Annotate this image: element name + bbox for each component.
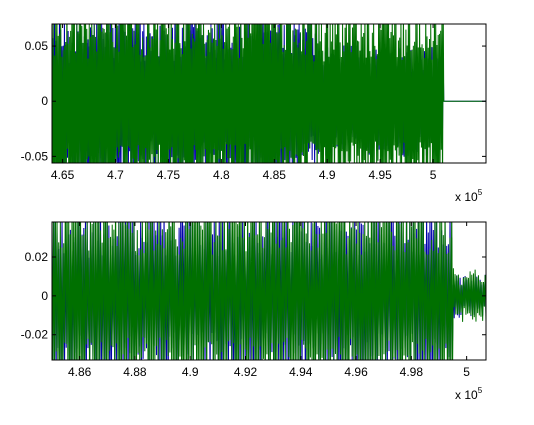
top-x-multiplier: x 105 (455, 188, 483, 204)
x-tick-label: 4.92 (234, 365, 258, 379)
x-tick-label: 4.8 (213, 168, 230, 182)
x-tick-label: 5 (463, 365, 470, 379)
x-tick-label: 4.98 (400, 365, 424, 379)
top-axes-frame (51, 23, 487, 164)
x-tick-label: 4.9 (182, 365, 199, 379)
bottom-axes-frame (51, 221, 487, 361)
bottom-x-ticks: 4.86 4.88 4.9 4.92 4.94 4.96 4.98 5 (68, 222, 470, 379)
x-tick-label: 5 (430, 168, 437, 182)
y-tick-label: -0.02 (21, 328, 49, 342)
top-data-lines (52, 24, 486, 163)
x-tick-label: 4.94 (289, 365, 313, 379)
x-tick-label: 4.86 (68, 365, 92, 379)
x-tick-label: 4.7 (107, 168, 124, 182)
x-tick-label: 4.95 (368, 168, 392, 182)
x-tick-label: 4.65 (51, 168, 75, 182)
bottom-x-multiplier: x 105 (455, 386, 483, 402)
x-tick-label: 4.75 (157, 168, 181, 182)
y-tick-label: -0.05 (21, 149, 49, 163)
bottom-y-ticks: -0.02 0 0.02 (21, 250, 486, 342)
x-tick-label: 4.9 (319, 168, 336, 182)
x-tick-label: 4.96 (344, 365, 368, 379)
y-tick-label: 0 (41, 289, 48, 303)
bottom-data-lines (52, 222, 486, 360)
top-axes: 4.65 4.7 4.75 4.8 4.85 4.9 4.95 5 -0.05 0 0.05 x … (21, 23, 487, 204)
y-tick-label: 0.05 (25, 39, 49, 53)
y-tick-label: 0 (41, 94, 48, 108)
series-line-2 (52, 24, 486, 163)
bottom-axes: 4.86 4.88 4.9 4.92 4.94 4.96 4.98 5 -0.0200.02 … (21, 221, 487, 402)
top-y-ticks: -0.05 0 0.05 (21, 39, 486, 163)
x-tick-label: 4.88 (123, 365, 147, 379)
y-tick-label: 0.02 (25, 250, 49, 264)
series-line-2 (52, 222, 486, 360)
top-x-ticks: 4.65 4.7 4.75 4.8 4.85 4.9 4.95 5 (51, 24, 437, 182)
x-tick-label: 4.85 (263, 168, 287, 182)
